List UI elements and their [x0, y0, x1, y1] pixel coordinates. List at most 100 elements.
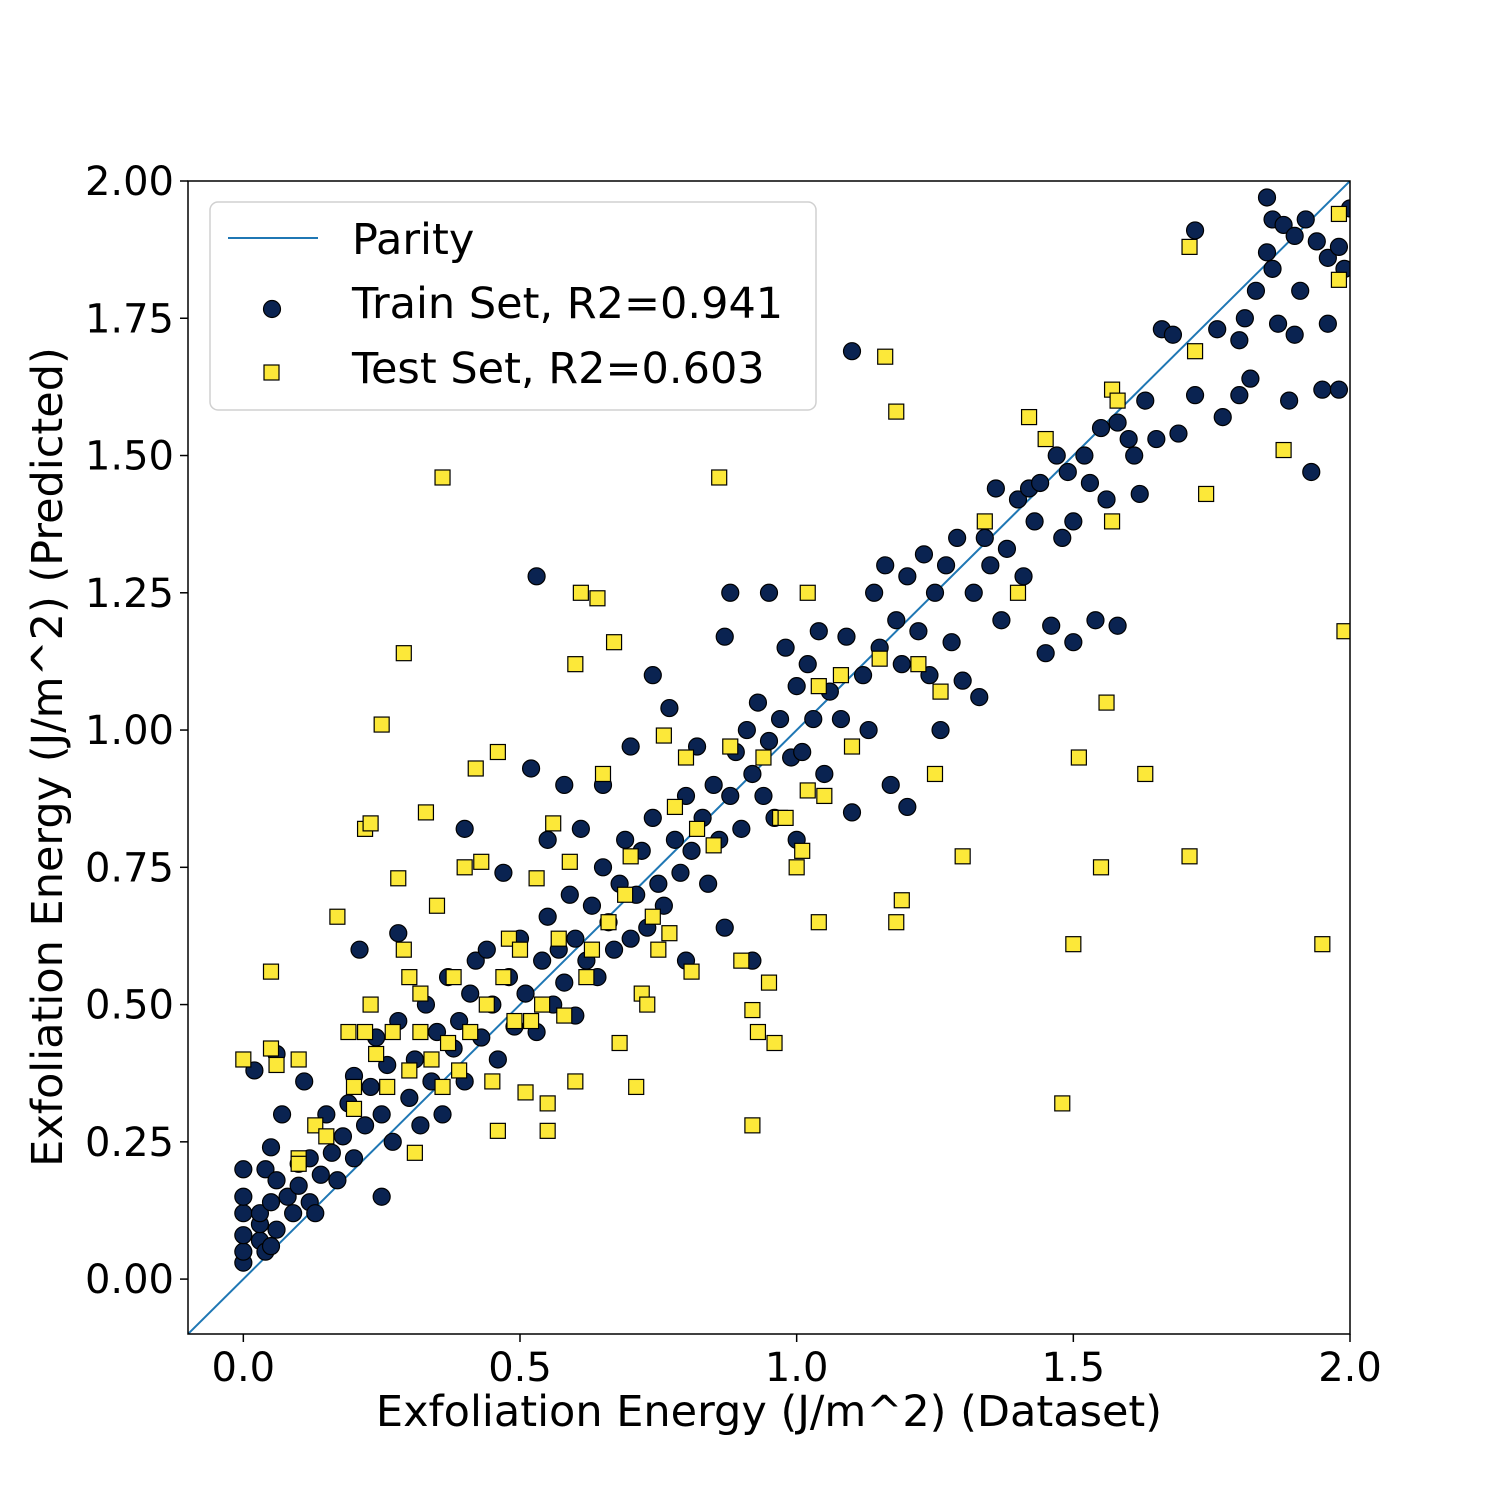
test-point	[329, 908, 346, 925]
test-point	[666, 798, 684, 816]
test-point	[799, 782, 816, 799]
train-point	[909, 622, 928, 641]
train-point	[748, 693, 768, 712]
train-point	[1108, 616, 1127, 635]
y-tick-label: 2.00	[85, 159, 174, 205]
train-point	[1208, 320, 1227, 339]
test-point	[522, 1012, 540, 1030]
train-point	[665, 830, 685, 849]
train-point	[798, 655, 817, 674]
test-point	[877, 348, 894, 365]
train-point	[1042, 616, 1061, 635]
train-point	[1329, 237, 1349, 256]
train-point	[721, 583, 740, 602]
train-point	[616, 830, 635, 849]
test-point	[517, 1084, 534, 1101]
train-point	[566, 929, 585, 948]
x-axis-ticks: 0.0 0.5 1.0 1.5 2.0	[212, 1334, 1382, 1391]
train-point	[1241, 369, 1260, 388]
train-point	[942, 633, 961, 652]
train-point	[533, 951, 552, 970]
test-point	[650, 941, 667, 958]
train-point	[975, 528, 994, 547]
test-point	[605, 634, 623, 651]
legend: Parity Train Set, R2=0.941 Test Set, R2=…	[209, 201, 817, 411]
test-point	[345, 1100, 363, 1117]
test-point	[1330, 205, 1348, 223]
train-point	[865, 583, 884, 602]
x-axis-label: Exfoliation Energy (J/m^2) (Dataset)	[376, 1387, 1162, 1437]
train-point	[721, 786, 740, 806]
test-point	[556, 1007, 573, 1024]
test-point	[290, 1155, 307, 1172]
train-point	[372, 1187, 391, 1206]
train-point	[267, 1220, 286, 1239]
legend-parity-label: Parity	[352, 215, 474, 265]
train-point	[571, 819, 590, 838]
test-point	[744, 1117, 761, 1134]
test-point	[1070, 749, 1087, 766]
test-point	[794, 842, 811, 859]
train-point	[660, 698, 679, 718]
test-point	[268, 1056, 285, 1074]
train-point	[1257, 188, 1277, 207]
train-point	[992, 611, 1011, 630]
test-point	[362, 815, 379, 832]
train-point	[389, 924, 408, 943]
train-point	[234, 1204, 253, 1223]
train-point	[770, 709, 790, 729]
train-point	[261, 1237, 281, 1256]
train-point	[1246, 281, 1266, 300]
legend-train-label: Train Set, R2=0.941	[351, 279, 783, 329]
y-tick-label: 1.75	[85, 296, 174, 342]
train-point	[699, 874, 718, 893]
train-point	[289, 1176, 308, 1195]
test-point	[733, 952, 750, 969]
train-point	[1274, 215, 1293, 235]
test-point	[832, 667, 850, 684]
train-point	[887, 611, 906, 630]
test-point	[561, 853, 578, 870]
train-point	[970, 688, 989, 707]
y-tick-label: 0.25	[85, 1120, 174, 1166]
test-point	[356, 1023, 374, 1041]
test-point	[572, 584, 589, 601]
test-point	[434, 1078, 451, 1096]
test-point	[262, 963, 280, 980]
train-point	[1053, 528, 1072, 547]
test-point	[362, 996, 379, 1013]
test-point	[1330, 271, 1348, 288]
train-point	[256, 1160, 275, 1179]
y-tick-label: 1.50	[85, 434, 174, 480]
x-tick-label: 0.0	[212, 1345, 276, 1391]
test-point	[954, 848, 971, 865]
train-point	[682, 841, 701, 860]
test-point	[976, 513, 993, 530]
train-point	[787, 677, 806, 696]
test-point	[373, 716, 390, 733]
train-point	[333, 1127, 353, 1146]
test-point	[910, 656, 927, 673]
x-tick-label: 2.0	[1318, 1345, 1382, 1391]
train-point	[477, 940, 496, 959]
train-point	[1091, 418, 1111, 438]
train-point	[234, 1242, 253, 1261]
test-point	[401, 969, 418, 986]
train-point	[284, 1204, 303, 1223]
test-point	[644, 908, 661, 925]
train-point	[842, 342, 862, 361]
train-point	[704, 775, 723, 795]
train-point	[400, 1088, 419, 1108]
train-point	[261, 1193, 281, 1212]
test-point	[1037, 430, 1054, 448]
test-point	[583, 941, 601, 958]
train-point	[1097, 490, 1116, 509]
test-point	[755, 749, 772, 766]
train-point	[488, 1050, 507, 1069]
train-point	[1036, 644, 1055, 663]
y-tick-label: 1.00	[85, 708, 174, 754]
test-point	[816, 787, 833, 805]
train-point	[234, 1160, 253, 1179]
train-point	[842, 803, 862, 822]
test-point	[871, 650, 888, 667]
